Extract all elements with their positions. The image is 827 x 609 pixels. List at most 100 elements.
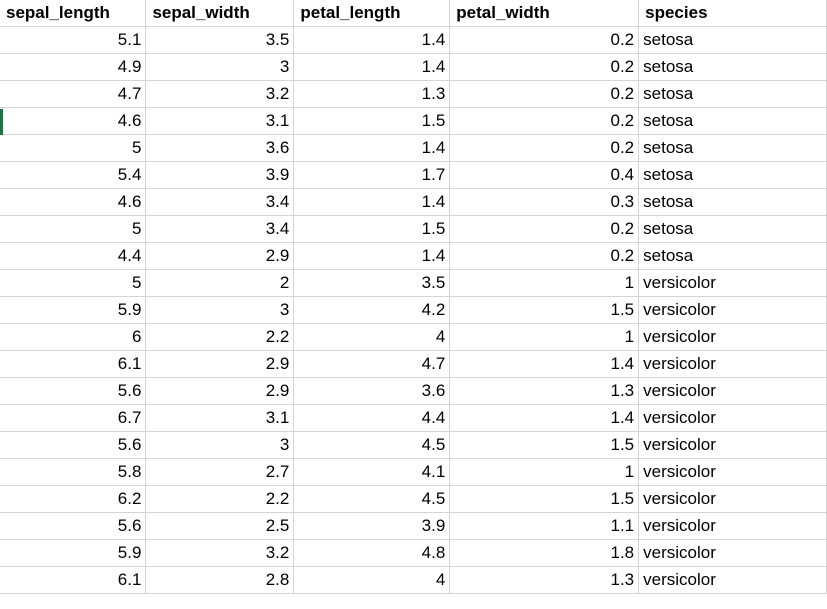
cell-sepal-width[interactable]: 3.9 bbox=[145, 161, 295, 189]
cell-sepal-width[interactable]: 2.8 bbox=[145, 566, 295, 594]
cell-species[interactable]: versicolor bbox=[638, 323, 827, 351]
header-cell-sepal-length[interactable]: sepal_length bbox=[0, 0, 147, 27]
cell-petal-width[interactable]: 1.1 bbox=[449, 512, 640, 540]
cell-petal-width[interactable]: 1 bbox=[449, 458, 640, 486]
cell-sepal-width[interactable]: 3.1 bbox=[145, 107, 295, 135]
cell-species[interactable]: versicolor bbox=[638, 377, 827, 405]
cell-species[interactable]: setosa bbox=[638, 242, 827, 270]
cell-sepal-length[interactable]: 4.6 bbox=[0, 188, 147, 216]
cell-petal-width[interactable]: 1.5 bbox=[449, 485, 640, 513]
cell-sepal-length[interactable]: 5.1 bbox=[0, 26, 147, 54]
cell-sepal-width[interactable]: 2.9 bbox=[145, 242, 295, 270]
cell-sepal-width[interactable]: 3.4 bbox=[145, 215, 295, 243]
cell-petal-width[interactable]: 0.2 bbox=[449, 26, 640, 54]
cell-petal-length[interactable]: 1.4 bbox=[293, 134, 451, 162]
header-cell-petal-length[interactable]: petal_length bbox=[293, 0, 451, 27]
cell-petal-length[interactable]: 1.4 bbox=[293, 188, 451, 216]
cell-petal-width[interactable]: 0.4 bbox=[449, 161, 640, 189]
cell-sepal-width[interactable]: 3.1 bbox=[145, 404, 295, 432]
cell-sepal-length[interactable]: 5.6 bbox=[0, 431, 147, 459]
cell-petal-length[interactable]: 4.7 bbox=[293, 350, 451, 378]
cell-sepal-width[interactable]: 2.9 bbox=[145, 350, 295, 378]
cell-petal-length[interactable]: 4.1 bbox=[293, 458, 451, 486]
cell-sepal-length[interactable]: 5 bbox=[0, 134, 147, 162]
cell-sepal-width[interactable]: 2.9 bbox=[145, 377, 295, 405]
cell-sepal-width[interactable]: 3.2 bbox=[145, 80, 295, 108]
cell-petal-width[interactable]: 1 bbox=[449, 323, 640, 351]
cell-sepal-length[interactable]: 5.9 bbox=[0, 539, 147, 567]
cell-petal-length[interactable]: 1.4 bbox=[293, 26, 451, 54]
cell-species[interactable]: setosa bbox=[638, 161, 827, 189]
cell-petal-length[interactable]: 3.9 bbox=[293, 512, 451, 540]
cell-species[interactable]: setosa bbox=[638, 188, 827, 216]
cell-petal-length[interactable]: 1.7 bbox=[293, 161, 451, 189]
cell-species[interactable]: versicolor bbox=[638, 566, 827, 594]
cell-sepal-length[interactable]: 6.1 bbox=[0, 566, 147, 594]
cell-species[interactable]: setosa bbox=[638, 26, 827, 54]
cell-petal-length[interactable]: 4.5 bbox=[293, 431, 451, 459]
cell-species[interactable]: setosa bbox=[638, 53, 827, 81]
cell-sepal-width[interactable]: 3 bbox=[145, 296, 295, 324]
header-cell-sepal-width[interactable]: sepal_width bbox=[145, 0, 295, 27]
cell-sepal-length[interactable]: 4.6 bbox=[0, 107, 147, 135]
cell-petal-width[interactable]: 1.8 bbox=[449, 539, 640, 567]
cell-sepal-length[interactable]: 5.4 bbox=[0, 161, 147, 189]
cell-petal-length[interactable]: 4.5 bbox=[293, 485, 451, 513]
cell-species[interactable]: setosa bbox=[638, 134, 827, 162]
cell-sepal-width[interactable]: 3.5 bbox=[145, 26, 295, 54]
cell-petal-length[interactable]: 4.8 bbox=[293, 539, 451, 567]
cell-sepal-width[interactable]: 3.6 bbox=[145, 134, 295, 162]
cell-sepal-length[interactable]: 5.6 bbox=[0, 377, 147, 405]
cell-sepal-width[interactable]: 2.2 bbox=[145, 323, 295, 351]
cell-petal-length[interactable]: 3.5 bbox=[293, 269, 451, 297]
cell-sepal-width[interactable]: 3 bbox=[145, 53, 295, 81]
cell-sepal-length[interactable]: 5 bbox=[0, 269, 147, 297]
cell-petal-length[interactable]: 1.4 bbox=[293, 53, 451, 81]
cell-petal-width[interactable]: 1.4 bbox=[449, 404, 640, 432]
cell-petal-length[interactable]: 4 bbox=[293, 323, 451, 351]
cell-petal-width[interactable]: 1.3 bbox=[449, 566, 640, 594]
cell-petal-length[interactable]: 3.6 bbox=[293, 377, 451, 405]
cell-sepal-width[interactable]: 3.4 bbox=[145, 188, 295, 216]
cell-sepal-width[interactable]: 2.2 bbox=[145, 485, 295, 513]
cell-petal-length[interactable]: 4 bbox=[293, 566, 451, 594]
cell-species[interactable]: setosa bbox=[638, 80, 827, 108]
cell-petal-width[interactable]: 0.2 bbox=[449, 80, 640, 108]
cell-sepal-length[interactable]: 6.7 bbox=[0, 404, 147, 432]
cell-species[interactable]: setosa bbox=[638, 215, 827, 243]
cell-sepal-length[interactable]: 5.8 bbox=[0, 458, 147, 486]
cell-sepal-length[interactable]: 4.9 bbox=[0, 53, 147, 81]
cell-species[interactable]: setosa bbox=[638, 107, 827, 135]
cell-petal-width[interactable]: 1.5 bbox=[449, 431, 640, 459]
cell-sepal-length[interactable]: 6.2 bbox=[0, 485, 147, 513]
cell-petal-length[interactable]: 4.4 bbox=[293, 404, 451, 432]
header-cell-petal-width[interactable]: petal_width bbox=[449, 0, 640, 27]
cell-sepal-length[interactable]: 5.6 bbox=[0, 512, 147, 540]
cell-petal-length[interactable]: 1.5 bbox=[293, 107, 451, 135]
cell-petal-length[interactable]: 1.5 bbox=[293, 215, 451, 243]
cell-species[interactable]: versicolor bbox=[638, 269, 827, 297]
cell-petal-width[interactable]: 0.3 bbox=[449, 188, 640, 216]
cell-petal-length[interactable]: 1.3 bbox=[293, 80, 451, 108]
cell-petal-width[interactable]: 1 bbox=[449, 269, 640, 297]
cell-species[interactable]: versicolor bbox=[638, 296, 827, 324]
header-cell-species[interactable]: species bbox=[638, 0, 827, 27]
cell-sepal-length[interactable]: 5 bbox=[0, 215, 147, 243]
cell-species[interactable]: versicolor bbox=[638, 404, 827, 432]
cell-petal-length[interactable]: 4.2 bbox=[293, 296, 451, 324]
cell-sepal-width[interactable]: 2 bbox=[145, 269, 295, 297]
cell-species[interactable]: versicolor bbox=[638, 431, 827, 459]
cell-petal-width[interactable]: 1.4 bbox=[449, 350, 640, 378]
cell-species[interactable]: versicolor bbox=[638, 512, 827, 540]
cell-petal-width[interactable]: 0.2 bbox=[449, 107, 640, 135]
cell-species[interactable]: versicolor bbox=[638, 485, 827, 513]
cell-petal-width[interactable]: 0.2 bbox=[449, 215, 640, 243]
cell-sepal-width[interactable]: 3 bbox=[145, 431, 295, 459]
cell-petal-width[interactable]: 0.2 bbox=[449, 53, 640, 81]
cell-sepal-length[interactable]: 6 bbox=[0, 323, 147, 351]
cell-sepal-width[interactable]: 2.7 bbox=[145, 458, 295, 486]
cell-species[interactable]: versicolor bbox=[638, 458, 827, 486]
cell-sepal-length[interactable]: 4.7 bbox=[0, 80, 147, 108]
cell-sepal-width[interactable]: 3.2 bbox=[145, 539, 295, 567]
cell-petal-width[interactable]: 1.3 bbox=[449, 377, 640, 405]
